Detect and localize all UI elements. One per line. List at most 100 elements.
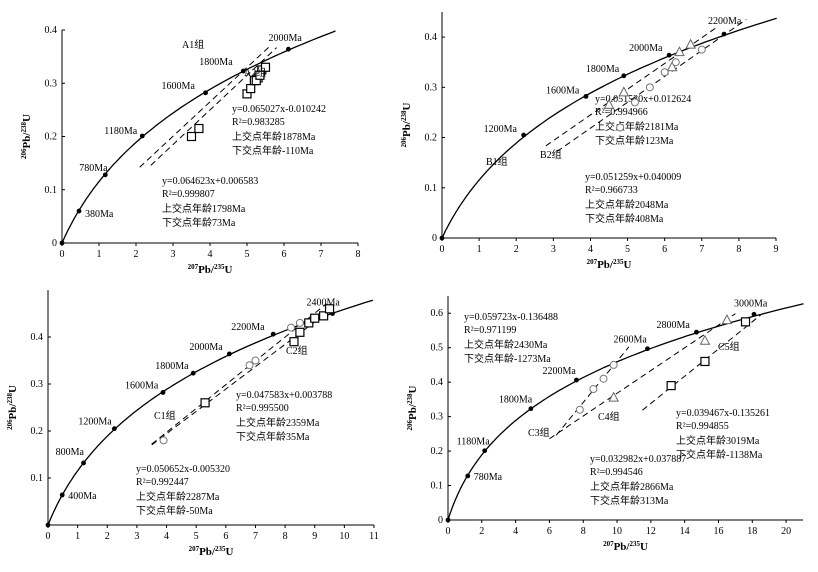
- regression-equation: y=0.064623x+0.006583: [162, 176, 258, 187]
- upper-intercept-age: 上交点年龄2359Ma: [236, 416, 320, 429]
- regression-r2: R²=0.983285: [232, 117, 285, 128]
- concordia-point: [190, 370, 196, 376]
- data-point-circle: [609, 360, 618, 369]
- panel-3: 0 1 2 3 4 5 6 7 8 9 10 11 0.1 0.2 0.3 0.4 207Pb/235U 206P…: [6, 290, 379, 558]
- concordia-point: [482, 448, 488, 454]
- y-tick-label: 0: [438, 515, 443, 526]
- concordia-age-label: 1600Ma: [125, 380, 159, 391]
- data-point-square: [700, 356, 710, 367]
- group-label: C1组: [154, 409, 176, 422]
- lower-intercept-age: 下交点年龄123Ma: [595, 134, 674, 147]
- concordia-age-label: 400Ma: [68, 491, 97, 502]
- x-tick-label: 2: [514, 244, 519, 255]
- concordia-age-label: 1200Ma: [78, 417, 112, 428]
- x-tick-label: 6: [223, 531, 228, 542]
- panel-4: 0 2 4 6 8 10 12 14 16 18 20 0 0.1 0.2 0.3 0.4 0.5 0.6 207P…: [406, 296, 804, 553]
- data-point-square: [255, 70, 265, 80]
- y-tick-label: 0.1: [431, 481, 444, 492]
- y-tick-label: 0.2: [45, 132, 58, 143]
- concordia-point: [76, 208, 82, 214]
- regression-equation: y=0.032982x+0.037887: [590, 454, 686, 465]
- y-tick-label: 0.2: [425, 133, 438, 144]
- concordia-age-label: 2200Ma: [708, 16, 742, 27]
- upper-intercept-age: 上交点年龄2181Ma: [595, 120, 679, 133]
- concordia-point: [203, 90, 208, 96]
- y-tick-label: 0.5: [431, 343, 444, 354]
- y-tick-label: 0.1: [425, 183, 438, 194]
- y-tick-label: 0.3: [425, 82, 438, 93]
- data-point-circle: [630, 98, 639, 107]
- x-tick-label: 3: [134, 531, 139, 542]
- y-axis-label: 206Pb/238U: [400, 103, 413, 148]
- x-tick-label: 3: [551, 244, 556, 255]
- concordia-age-label: 1180Ma: [457, 437, 491, 448]
- regression-equation: y=0.059723x-0.136488: [464, 312, 558, 323]
- y-tick-label: 0.4: [425, 32, 438, 43]
- lower-intercept-age: 下交点年龄35Ma: [236, 430, 310, 443]
- concordia-age-label: 800Ma: [56, 447, 85, 458]
- concordia-origin-point: [59, 240, 65, 246]
- concordia-age-label: 1800Ma: [155, 361, 189, 372]
- x-tick-label: 14: [680, 526, 690, 537]
- data-point-square: [246, 83, 256, 94]
- upper-intercept-age: 上交点年龄2866Ma: [590, 480, 674, 493]
- data-point-circle: [660, 68, 669, 77]
- discordia-line: [150, 47, 277, 166]
- x-tick-label: 5: [625, 244, 630, 255]
- data-point-circle: [251, 356, 260, 365]
- x-tick-label: 18: [747, 526, 757, 537]
- x-tick-label: 7: [319, 249, 324, 260]
- y-axis-label: 206Pb/238U: [406, 386, 419, 431]
- group-label: C5组: [718, 340, 740, 353]
- regression-r2: R²=0.966733: [585, 185, 638, 196]
- x-axis-label: 207Pb/235U: [603, 540, 648, 553]
- upper-intercept-age: 上交点年龄1878Ma: [232, 130, 316, 143]
- concordia-curve: [447, 303, 804, 521]
- data-point-circle: [599, 374, 608, 383]
- y-tick-label: 0.1: [31, 473, 44, 484]
- lower-intercept-age: 下交点年龄-1273Ma: [464, 352, 551, 365]
- y-tick-label: 0.4: [431, 377, 444, 388]
- discordia-line: [555, 346, 630, 436]
- x-tick-label: 8: [356, 249, 361, 260]
- group-label: A1组: [182, 38, 204, 51]
- y-axis-label: 206Pb/238U: [20, 114, 33, 159]
- data-point-square: [310, 313, 320, 323]
- x-tick-label: 2: [134, 249, 139, 260]
- x-tick-label: 6: [282, 249, 287, 260]
- y-tick-label: 0.4: [31, 332, 44, 343]
- data-point-triangle: [674, 46, 685, 57]
- concordia-age-label: 2000Ma: [268, 33, 302, 44]
- data-point-square: [186, 131, 197, 142]
- y-tick-label: 0.6: [431, 308, 444, 319]
- x-tick-label: 9: [774, 244, 779, 255]
- concordia-point: [645, 346, 650, 352]
- data-point-circle: [159, 436, 168, 445]
- concordia-age-label: 1200Ma: [484, 124, 518, 135]
- x-axis-label: 207Pb/235U: [587, 258, 632, 271]
- y-tick-label: 0.3: [45, 78, 58, 89]
- x-tick-label: 1: [75, 531, 80, 542]
- data-point-circle: [645, 83, 654, 92]
- x-tick-label: 2: [479, 526, 484, 537]
- data-point-circle: [245, 361, 254, 370]
- data-point-square: [666, 381, 676, 391]
- data-point-square: [304, 318, 314, 328]
- x-tick-label: 5: [194, 531, 199, 542]
- concordia-age-label: 3000Ma: [734, 298, 768, 309]
- lower-intercept-age: 下交点年龄313Ma: [590, 494, 669, 507]
- x-tick-label: 4: [588, 244, 593, 255]
- concordia-point: [160, 390, 166, 395]
- concordia-age-label: 1800Ma: [499, 395, 533, 406]
- concordia-point: [528, 406, 534, 412]
- y-tick-label: 0.2: [31, 426, 44, 437]
- concordia-point: [465, 473, 471, 479]
- data-point-circle: [589, 385, 598, 394]
- x-tick-label: 6: [662, 244, 667, 255]
- data-point-triangle: [603, 98, 615, 109]
- data-point-triangle: [721, 314, 733, 325]
- x-tick-label: 4: [164, 531, 169, 542]
- group-label: C3组: [528, 426, 550, 439]
- x-tick-label: 8: [581, 526, 586, 537]
